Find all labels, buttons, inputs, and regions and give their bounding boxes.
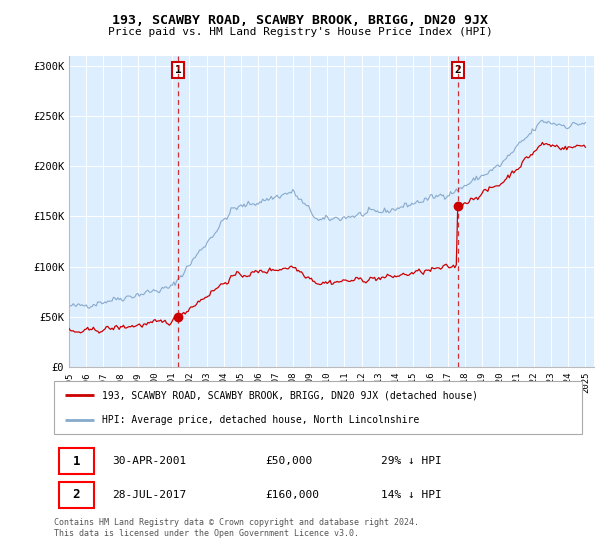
Text: Contains HM Land Registry data © Crown copyright and database right 2024.: Contains HM Land Registry data © Crown c… — [54, 518, 419, 527]
FancyBboxPatch shape — [59, 449, 94, 474]
Text: 1: 1 — [175, 65, 181, 75]
Text: £50,000: £50,000 — [265, 456, 313, 466]
Text: 2: 2 — [454, 65, 461, 75]
Text: This data is licensed under the Open Government Licence v3.0.: This data is licensed under the Open Gov… — [54, 529, 359, 538]
Text: 14% ↓ HPI: 14% ↓ HPI — [382, 490, 442, 500]
FancyBboxPatch shape — [59, 482, 94, 507]
Text: 30-APR-2001: 30-APR-2001 — [112, 456, 187, 466]
Text: 193, SCAWBY ROAD, SCAWBY BROOK, BRIGG, DN20 9JX: 193, SCAWBY ROAD, SCAWBY BROOK, BRIGG, D… — [112, 14, 488, 27]
Text: £160,000: £160,000 — [265, 490, 319, 500]
Text: Price paid vs. HM Land Registry's House Price Index (HPI): Price paid vs. HM Land Registry's House … — [107, 27, 493, 37]
Text: 28-JUL-2017: 28-JUL-2017 — [112, 490, 187, 500]
Text: 193, SCAWBY ROAD, SCAWBY BROOK, BRIGG, DN20 9JX (detached house): 193, SCAWBY ROAD, SCAWBY BROOK, BRIGG, D… — [101, 390, 478, 400]
Text: 29% ↓ HPI: 29% ↓ HPI — [382, 456, 442, 466]
Text: 1: 1 — [73, 455, 80, 468]
FancyBboxPatch shape — [54, 381, 582, 434]
Text: 2: 2 — [73, 488, 80, 501]
Text: HPI: Average price, detached house, North Lincolnshire: HPI: Average price, detached house, Nort… — [101, 414, 419, 424]
